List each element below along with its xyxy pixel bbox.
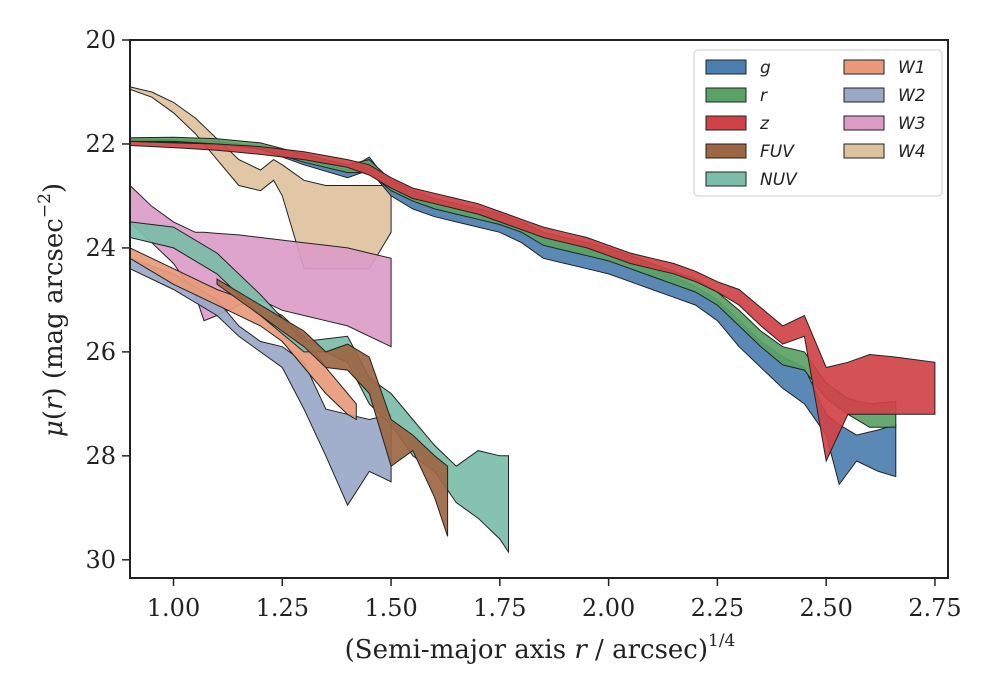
legend: grz FUV NUV W1 W2 W3 W4 <box>693 49 943 197</box>
plot-frame <box>129 39 949 579</box>
legend-swatch-w4 <box>843 143 885 159</box>
legend-label-g: g <box>760 58 771 78</box>
legend-label-nuv: NUV <box>760 170 798 190</box>
y-tick-label: 22 <box>85 130 116 158</box>
legend-swatch-w2 <box>843 87 885 103</box>
x-tick-label: 1.75 <box>473 594 526 622</box>
x-tick-label: 2.50 <box>799 594 852 622</box>
legend-swatch-w1 <box>843 59 885 75</box>
y-tick-label: 28 <box>85 442 116 470</box>
x-axis-label: (Semi-major axis r / arcsec)1/4 <box>345 631 736 665</box>
x-tick-label: 2.25 <box>691 594 744 622</box>
y-tick-label: 30 <box>85 546 116 574</box>
legend-swatch-z <box>705 115 747 131</box>
legend-label-w2: W2 <box>898 86 926 106</box>
legend-label-z: z <box>759 114 770 134</box>
legend-swatch-r <box>705 87 747 103</box>
x-tick-label: 2.75 <box>908 594 961 622</box>
x-tick-label: 1.50 <box>364 594 417 622</box>
band-w2 <box>130 257 392 507</box>
x-tick-label: 1.00 <box>147 594 200 622</box>
legend-swatch-g <box>705 59 747 75</box>
band-nuv <box>130 221 509 554</box>
x-tick-label: 1.25 <box>256 594 309 622</box>
y-tick-label: 20 <box>85 26 116 54</box>
legend-box <box>693 49 943 197</box>
band-layer <box>130 86 936 554</box>
band-z <box>130 140 936 463</box>
axis-ticks: 1.00 1.25 1.50 1.75 2.00 2.25 2.50 2.75 20 22 24 26… <box>85 26 961 622</box>
legend-swatch-w3 <box>843 115 885 131</box>
legend-label-w4: W4 <box>898 142 926 162</box>
band-w3 <box>130 184 392 348</box>
x-tick-label: 2.00 <box>582 594 635 622</box>
y-tick-label: 26 <box>85 338 116 366</box>
y-tick-label: 24 <box>85 234 116 262</box>
y-axis-label: μ(r) (mag arcsec−2) <box>35 183 69 437</box>
legend-swatch-nuv <box>705 171 747 187</box>
band-fuv <box>216 278 449 537</box>
legend-label-w1: W1 <box>898 58 926 78</box>
legend-label-fuv: FUV <box>760 142 795 162</box>
legend-label-w3: W3 <box>898 114 926 134</box>
band-w4 <box>130 86 392 270</box>
legend-swatch-fuv <box>705 143 747 159</box>
legend-label-r: r <box>760 86 768 106</box>
